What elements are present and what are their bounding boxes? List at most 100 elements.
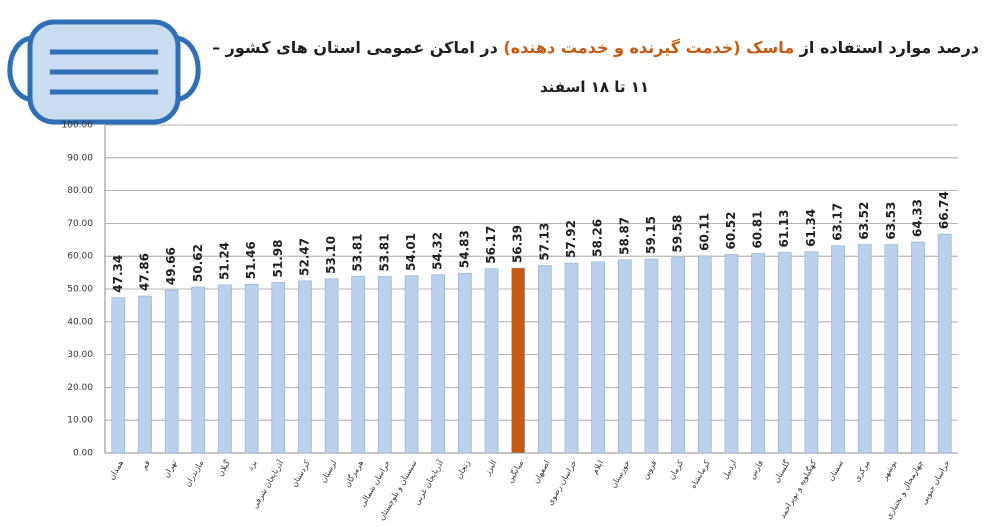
value-label: 60.52 (724, 212, 738, 250)
y-tick-label: 20.00 (67, 383, 93, 393)
chart-title: درصد موارد استفاده از ماسک (خدمت گیرنده … (212, 38, 979, 57)
y-tick-label: 40.00 (67, 317, 93, 327)
value-label: 58.87 (617, 217, 631, 255)
x-tick-label: کرمان (667, 459, 685, 482)
bar (431, 274, 446, 454)
value-label: 66.74 (937, 191, 951, 229)
bar (511, 267, 525, 454)
bar (218, 284, 232, 454)
x-tick-label: خراسان جنوبی (919, 459, 952, 506)
y-tick-label: 0.00 (73, 449, 93, 459)
value-label: 51.24 (217, 242, 231, 280)
x-tick-label: اصفهان (531, 459, 551, 485)
chart-subtitle: ۱۱ تا ۱۸ اسفند (540, 78, 650, 96)
value-label: 60.11 (697, 213, 711, 251)
value-label: 63.17 (831, 203, 845, 241)
x-tick-label: همدان (107, 459, 125, 482)
y-tick-label: 30.00 (67, 350, 93, 360)
value-label: 57.92 (564, 220, 578, 258)
bar (538, 265, 552, 454)
bar (777, 252, 792, 454)
value-label: 59.15 (644, 216, 658, 254)
bar (884, 244, 899, 454)
x-tick-label: اردبیل (720, 459, 738, 481)
bar (857, 244, 872, 454)
x-tick-label: قزوین (640, 459, 658, 481)
bar (831, 245, 845, 454)
value-label: 51.46 (244, 241, 258, 279)
value-label: 50.62 (191, 244, 205, 282)
bar (591, 261, 605, 454)
y-tick-label: 90.00 (67, 153, 93, 163)
x-tick-label: البرز (482, 459, 498, 478)
x-tick-label: بوشهر (879, 459, 898, 483)
y-tick-label: 100.00 (62, 121, 94, 131)
x-tick-label: گیلان (215, 458, 232, 478)
bar (751, 253, 765, 454)
y-tick-label: 50.00 (67, 285, 93, 295)
value-label: 56.17 (484, 226, 498, 264)
bar (564, 262, 579, 454)
x-tick-label: میانگین (504, 458, 525, 484)
value-label: 58.26 (591, 219, 605, 257)
value-label: 53.10 (324, 236, 338, 274)
value-label: 63.53 (884, 202, 898, 240)
value-label: 47.86 (137, 253, 151, 291)
mask-icon (7, 19, 201, 125)
title-part: ماسک (خدمت گیرنده و خدمت دهنده) (503, 38, 795, 57)
value-label: 64.33 (911, 199, 925, 237)
x-tick-label: خوزستان (609, 459, 632, 490)
bar (937, 233, 952, 454)
bar (298, 280, 312, 454)
x-tick-label: یزد (246, 459, 259, 472)
x-tick-label: تهران (162, 459, 179, 479)
x-tick-label: مازندران (183, 459, 205, 489)
bar (484, 268, 499, 454)
value-label: 57.13 (537, 223, 551, 261)
x-tick-label: لرستان (319, 459, 339, 485)
value-label: 59.58 (671, 215, 685, 253)
bar (351, 276, 366, 454)
value-label: 60.81 (751, 211, 765, 249)
bar (191, 286, 206, 454)
x-tick-label: خراسان رضوی (545, 459, 578, 507)
value-label: 54.83 (457, 230, 471, 268)
value-label: 47.34 (111, 255, 125, 293)
value-label: 51.98 (271, 240, 285, 278)
value-label: 49.66 (164, 247, 178, 285)
x-tick-label: مرکزی (852, 459, 871, 484)
bar (671, 257, 685, 454)
x-tick-label: قم (140, 459, 152, 472)
bar (458, 272, 472, 454)
x-tick-label: کردستان (289, 459, 311, 489)
value-label: 53.81 (377, 234, 391, 272)
bar (138, 295, 152, 454)
value-label: 53.81 (351, 234, 365, 272)
y-tick-label: 80.00 (67, 186, 93, 196)
value-label: 54.01 (404, 233, 418, 271)
bar (271, 282, 286, 454)
bar (378, 276, 392, 454)
bar (804, 251, 819, 454)
x-tick-label: فارس (747, 459, 765, 481)
y-tick-label: 60.00 (67, 252, 93, 262)
title-part: درصد موارد استفاده از (799, 38, 979, 57)
value-label: 52.47 (297, 238, 311, 276)
y-tick-label: 10.00 (67, 416, 93, 426)
y-tick-label: 70.00 (67, 219, 93, 229)
x-tick-label: زنجان (454, 459, 472, 481)
value-label: 56.39 (511, 225, 525, 263)
x-tick-label: کرمانشاه (688, 459, 711, 490)
bar (404, 275, 419, 454)
x-tick-label: ایلام (590, 459, 605, 476)
value-label: 54.32 (431, 232, 445, 270)
bar (697, 255, 712, 454)
x-tick-label: سمنان (826, 458, 845, 482)
bar (644, 258, 659, 454)
x-tick-label: هرمزگان (342, 458, 365, 489)
x-tick-label: گلستان (771, 458, 792, 484)
bar (724, 254, 739, 454)
title-part: در اماکن عمومی استان های کشور – (212, 38, 498, 57)
